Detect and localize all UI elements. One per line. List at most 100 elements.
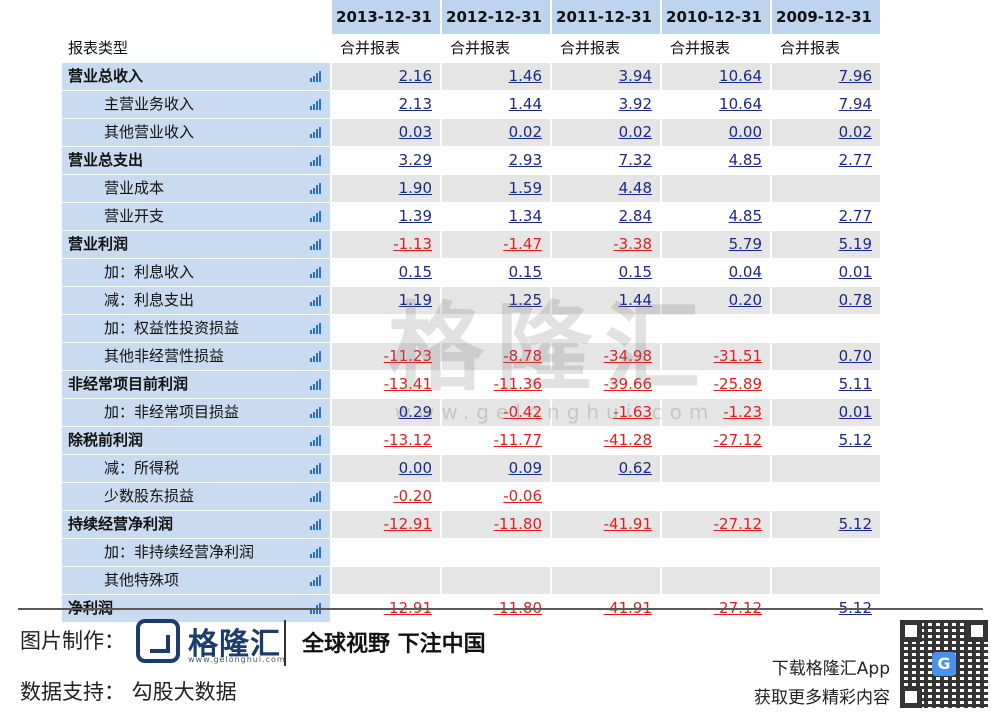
value-link[interactable]: 7.32 [618, 151, 652, 169]
bar-chart-icon[interactable] [310, 323, 322, 334]
value-link[interactable]: -1.63 [613, 403, 652, 421]
value-link[interactable]: 5.12 [838, 431, 872, 449]
value-link[interactable]: 0.02 [838, 123, 872, 141]
value-link[interactable]: -41.28 [603, 431, 652, 449]
value-link[interactable]: 0.20 [728, 291, 762, 309]
value-link[interactable]: -0.42 [503, 403, 542, 421]
value-link[interactable]: -31.51 [713, 347, 762, 365]
value-link[interactable]: 2.16 [398, 67, 432, 85]
value-link[interactable]: 2.93 [508, 151, 542, 169]
value-link[interactable]: 0.29 [398, 403, 432, 421]
value-link[interactable]: -25.89 [713, 375, 762, 393]
value-link[interactable]: 5.12 [838, 515, 872, 533]
value-link[interactable]: 0.01 [838, 263, 872, 281]
value-link[interactable]: 0.15 [618, 263, 652, 281]
value-link[interactable]: 3.92 [618, 95, 652, 113]
value-link[interactable]: 0.62 [618, 459, 652, 477]
value-link[interactable]: 7.94 [838, 95, 872, 113]
value-cell: -8.78 [442, 343, 552, 371]
value-link[interactable]: 0.00 [728, 123, 762, 141]
value-link[interactable]: 3.94 [618, 67, 652, 85]
report-type-row: 报表类型 合并报表 合并报表 合并报表 合并报表 合并报表 [62, 35, 882, 63]
value-link[interactable]: 5.11 [838, 375, 872, 393]
value-cell [662, 315, 772, 343]
value-link[interactable]: 1.39 [398, 207, 432, 225]
bar-chart-icon[interactable] [310, 239, 322, 250]
value-link[interactable]: -13.12 [383, 431, 432, 449]
value-link[interactable]: -1.23 [723, 403, 762, 421]
value-link[interactable]: 3.29 [398, 151, 432, 169]
value-link[interactable]: 2.77 [838, 151, 872, 169]
value-link[interactable]: 1.19 [398, 291, 432, 309]
value-link[interactable]: 0.02 [508, 123, 542, 141]
bar-chart-icon[interactable] [310, 519, 322, 530]
bar-chart-icon[interactable] [310, 547, 322, 558]
value-link[interactable]: 10.64 [719, 67, 762, 85]
value-link[interactable]: -1.13 [393, 235, 432, 253]
value-link[interactable]: -11.36 [493, 375, 542, 393]
bar-chart-icon[interactable] [310, 491, 322, 502]
value-cell [772, 175, 882, 203]
bar-chart-icon[interactable] [310, 155, 322, 166]
value-link[interactable]: -11.77 [493, 431, 542, 449]
value-link[interactable]: 1.46 [508, 67, 542, 85]
value-link[interactable]: 0.78 [838, 291, 872, 309]
value-link[interactable]: -12.91 [383, 515, 432, 533]
value-link[interactable]: 7.96 [838, 67, 872, 85]
value-link[interactable]: 0.15 [508, 263, 542, 281]
value-link[interactable]: 1.59 [508, 179, 542, 197]
value-link[interactable]: 0.03 [398, 123, 432, 141]
value-link[interactable]: 1.44 [618, 291, 652, 309]
bar-chart-icon[interactable] [310, 575, 322, 586]
value-link[interactable]: -27.12 [713, 431, 762, 449]
bar-chart-icon[interactable] [310, 267, 322, 278]
value-link[interactable]: 4.85 [728, 151, 762, 169]
value-link[interactable]: 4.85 [728, 207, 762, 225]
value-link[interactable]: 2.84 [618, 207, 652, 225]
bar-chart-icon[interactable] [310, 127, 322, 138]
value-link[interactable]: 0.00 [398, 459, 432, 477]
qr-corner [900, 620, 922, 642]
value-link[interactable]: 0.02 [618, 123, 652, 141]
value-link[interactable]: 2.77 [838, 207, 872, 225]
value-link[interactable]: -11.80 [493, 515, 542, 533]
row-label-text: 非经常项目前利润 [68, 375, 189, 393]
bar-chart-icon[interactable] [310, 435, 322, 446]
value-link[interactable]: -39.66 [603, 375, 652, 393]
value-link[interactable]: -34.98 [603, 347, 652, 365]
value-link[interactable]: 1.34 [508, 207, 542, 225]
value-link[interactable]: -3.38 [613, 235, 652, 253]
bar-chart-icon[interactable] [310, 99, 322, 110]
value-link[interactable]: -13.41 [383, 375, 432, 393]
bar-chart-icon[interactable] [310, 295, 322, 306]
value-link[interactable]: 1.25 [508, 291, 542, 309]
value-link[interactable]: -8.78 [503, 347, 542, 365]
value-link[interactable]: 1.90 [398, 179, 432, 197]
value-link[interactable]: -27.12 [713, 515, 762, 533]
value-link[interactable]: 0.15 [398, 263, 432, 281]
bar-chart-icon[interactable] [310, 463, 322, 474]
bar-chart-icon[interactable] [310, 407, 322, 418]
bar-chart-icon[interactable] [310, 351, 322, 362]
bar-chart-icon[interactable] [310, 71, 322, 82]
value-link[interactable]: 5.19 [838, 235, 872, 253]
bar-chart-icon[interactable] [310, 211, 322, 222]
value-link[interactable]: 0.70 [838, 347, 872, 365]
value-link[interactable]: 0.01 [838, 403, 872, 421]
bar-chart-icon[interactable] [310, 183, 322, 194]
value-link[interactable]: -1.47 [503, 235, 542, 253]
value-link[interactable]: 0.09 [508, 459, 542, 477]
value-link[interactable]: 2.13 [398, 95, 432, 113]
value-link[interactable]: 10.64 [719, 95, 762, 113]
value-link[interactable]: -41.91 [603, 515, 652, 533]
value-link[interactable]: -0.06 [503, 487, 542, 505]
value-link[interactable]: 1.44 [508, 95, 542, 113]
value-link[interactable]: -11.23 [383, 347, 432, 365]
value-link[interactable]: 5.79 [728, 235, 762, 253]
value-link[interactable]: 0.04 [728, 263, 762, 281]
value-cell: 1.25 [442, 287, 552, 315]
value-cell: 7.94 [772, 91, 882, 119]
bar-chart-icon[interactable] [310, 379, 322, 390]
value-link[interactable]: 4.48 [618, 179, 652, 197]
value-link[interactable]: -0.20 [393, 487, 432, 505]
